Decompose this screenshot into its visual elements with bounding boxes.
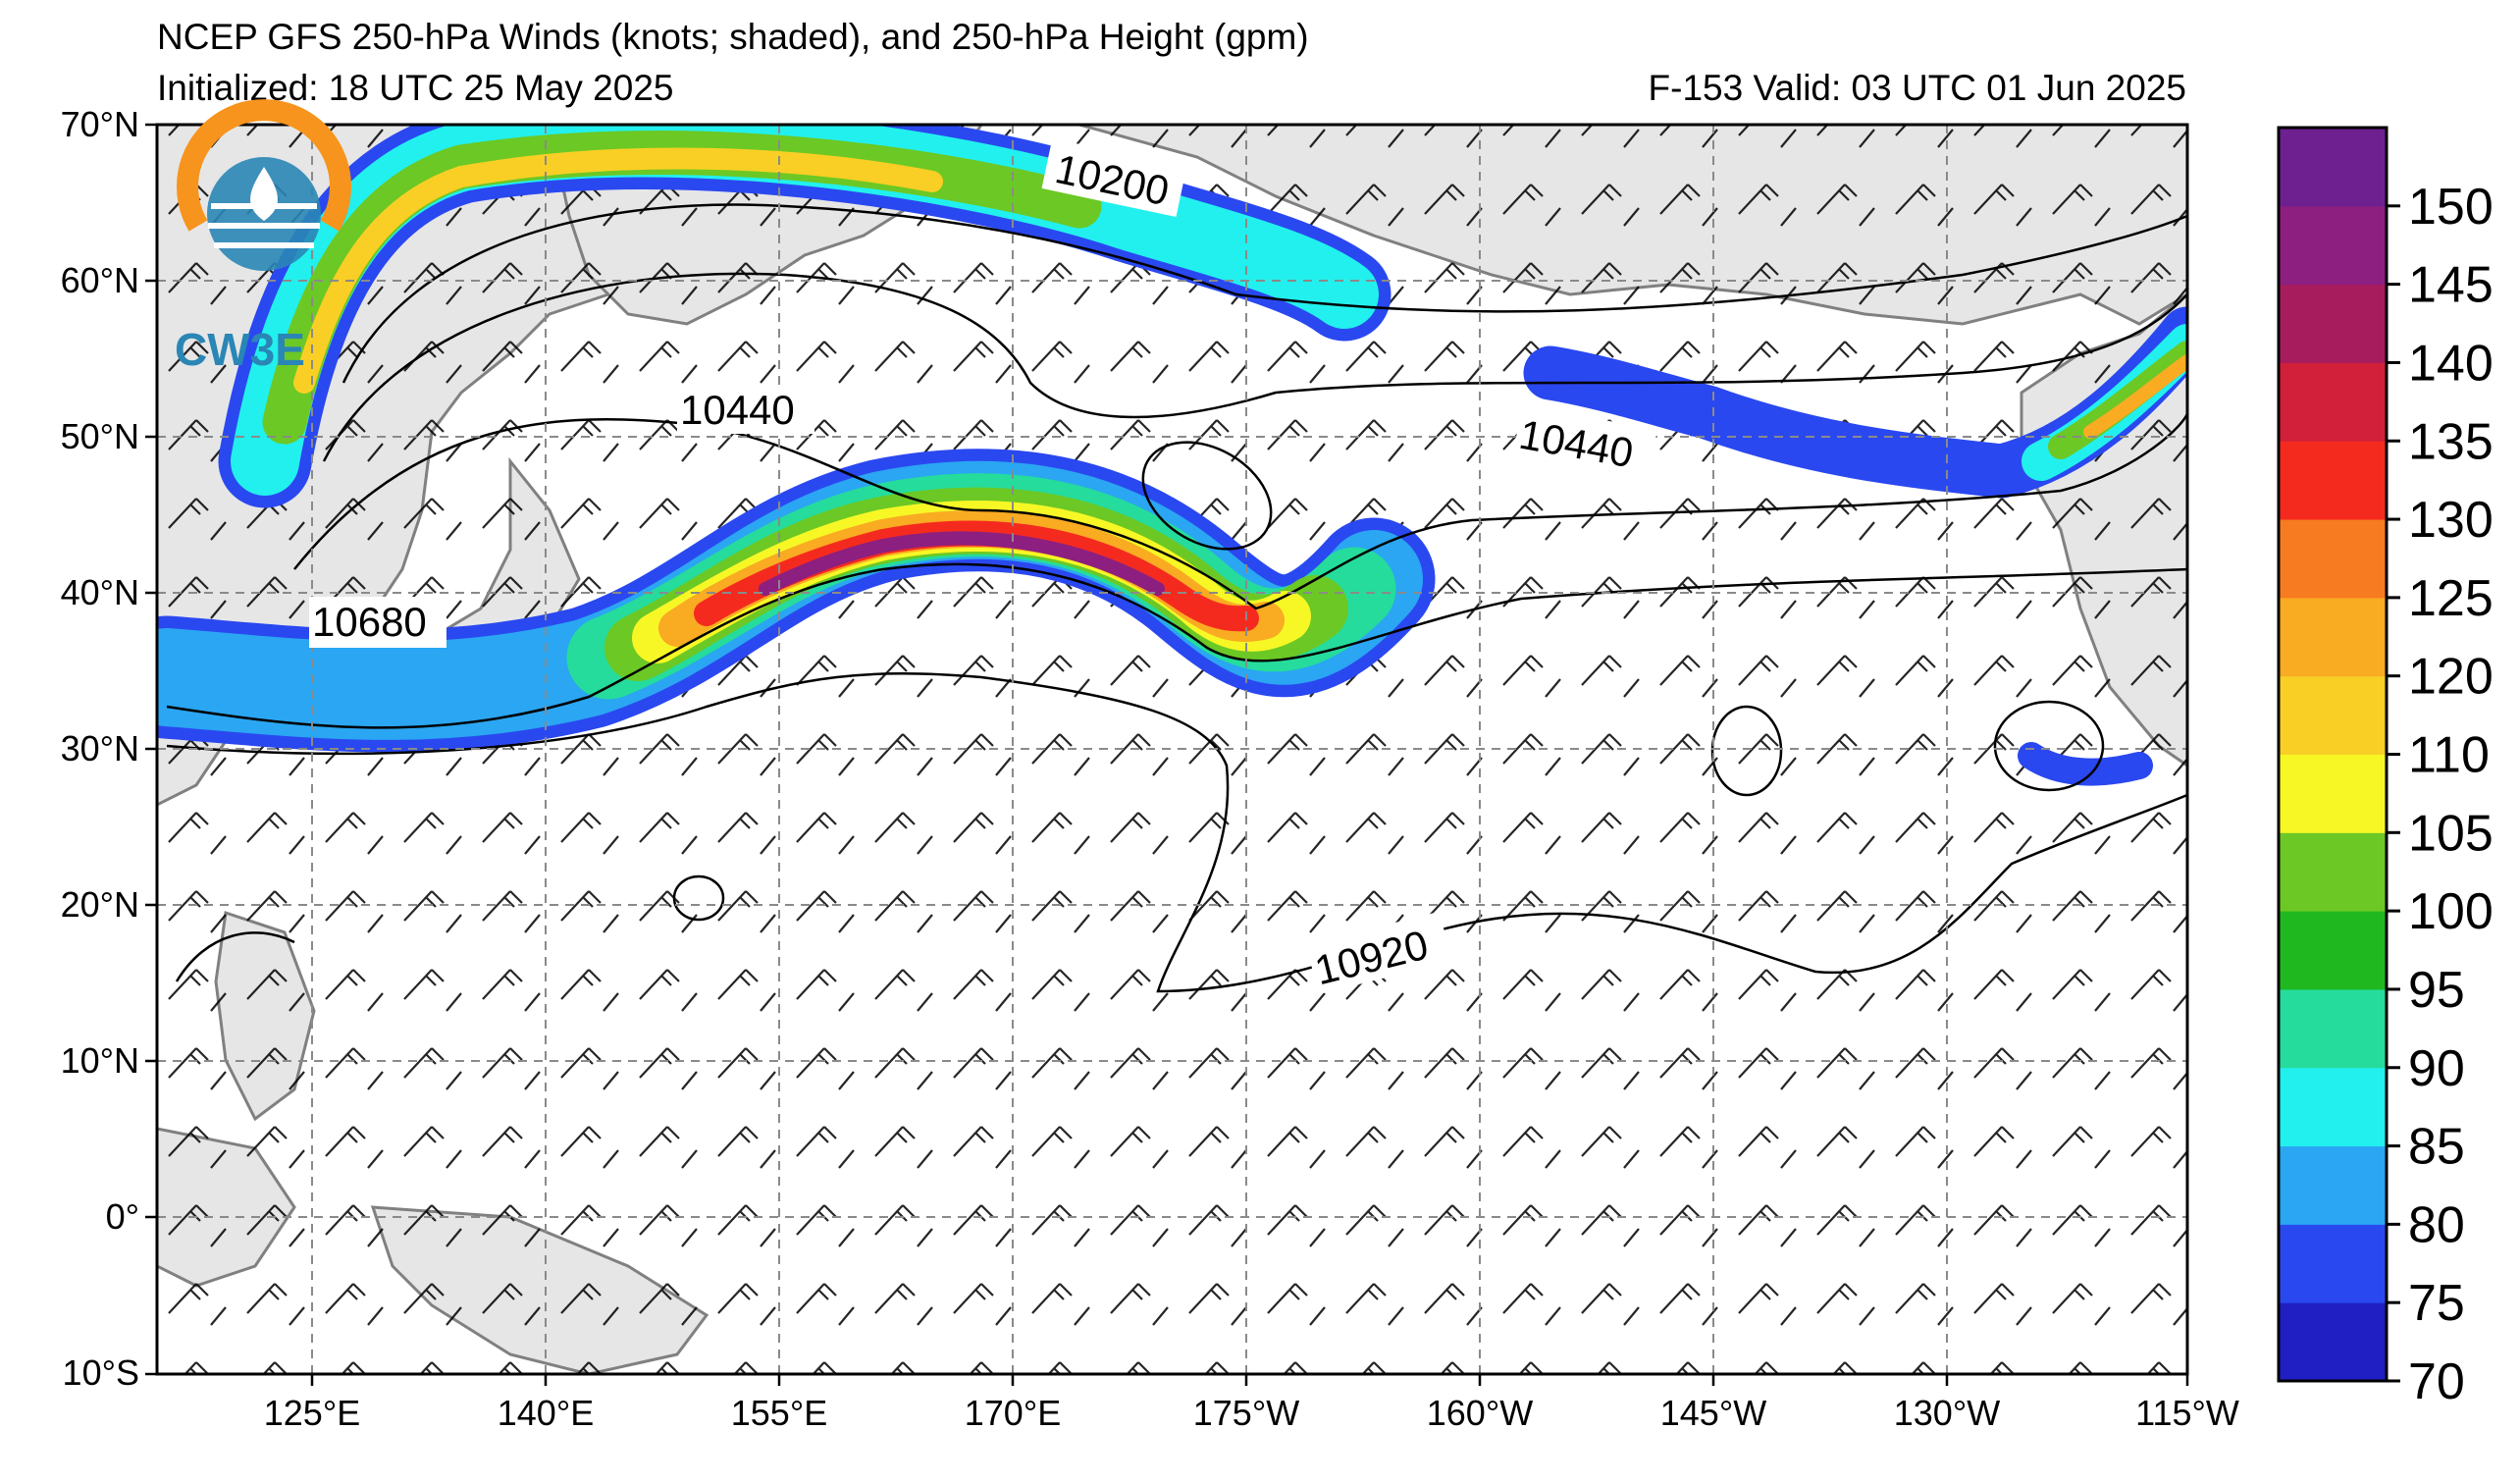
lon-label: 130°W [1894,1393,2000,1433]
colorbar-tick-label: 130 [2408,492,2494,549]
colorbar-swatch [2279,597,2387,677]
colorbar-swatch [2279,441,2387,520]
colorbar-tick-label: 85 [2408,1119,2465,1176]
colorbar-tick-label: 70 [2408,1353,2465,1410]
colorbar-swatch [2279,128,2387,207]
colorbar-swatch [2279,832,2387,912]
lon-label: 115°W [2135,1393,2239,1433]
lon-label: 170°E [965,1393,1061,1433]
colorbar-tick-label: 95 [2408,962,2465,1019]
colorbar-swatch [2279,754,2387,833]
colorbar-tick-label: 125 [2408,570,2494,627]
colorbar-swatch [2279,1145,2387,1225]
lon-label: 175°W [1193,1393,1299,1433]
lat-label: 70°N [61,104,139,144]
colorbar-swatch [2279,519,2387,599]
svg-text:CW3E: CW3E [175,324,305,375]
colorbar-tick-label: 105 [2408,805,2494,862]
colorbar-swatch [2279,1224,2387,1303]
lon-label: 145°W [1660,1393,1766,1433]
colorbar-tick-label: 135 [2408,413,2494,470]
colorbar-tick-label: 75 [2408,1275,2465,1332]
colorbar-tick-label: 140 [2408,335,2494,392]
colorbar-swatch [2279,1067,2387,1147]
colorbar-tick-label: 90 [2408,1040,2465,1097]
lat-label: 60°N [61,260,139,300]
height-contours [166,203,2187,993]
colorbar-tick-label: 145 [2408,257,2494,314]
colorbar-swatch [2279,284,2387,363]
lat-label: 20°N [61,884,139,925]
valid-time: F-153 Valid: 03 UTC 01 Jun 2025 [1648,68,2186,108]
map-title: NCEP GFS 250-hPa Winds (knots; shaded), … [157,17,1309,57]
lon-label: 155°E [731,1393,827,1433]
contour-label-10680: 10680 [309,597,446,648]
colorbar-tick-label: 110 [2408,727,2490,784]
jet-shading [157,125,2187,786]
colorbar-tick-label: 100 [2408,883,2494,940]
lat-label: 10°N [61,1040,139,1081]
svg-text:10440: 10440 [680,387,795,433]
lat-label: 0° [106,1196,139,1237]
contour-label-10440-west: 10440 [677,385,814,434]
colorbar-tick-label: 80 [2408,1196,2465,1253]
lat-label: 10°S [63,1352,139,1393]
latitude-labels: 70°N 60°N 50°N 40°N 30°N 20°N 10°N 0° 10… [61,104,157,1393]
colorbar-swatch [2279,362,2387,442]
initialized-time: Initialized: 18 UTC 25 May 2025 [157,68,674,108]
lon-label: 125°E [264,1393,360,1433]
lat-label: 30°N [61,728,139,768]
colorbar-swatch [2279,675,2387,755]
logo-drop-icon [250,167,278,221]
colorbar-swatch [2279,205,2387,286]
colorbar-swatch [2279,1302,2387,1382]
colorbar-swatch [2279,988,2387,1069]
lat-label: 50°N [61,416,139,456]
colorbar-tick-label: 150 [2408,179,2494,236]
lon-label: 160°W [1427,1393,1533,1433]
colorbar-tick-label: 120 [2408,649,2494,706]
lat-label: 40°N [61,572,139,612]
logo-arc-icon [177,99,351,232]
colorbar-swatch [2279,911,2387,990]
lon-label: 140°E [498,1393,594,1433]
longitude-labels: 125°E 140°E 155°E 170°E 175°W 160°W 145°… [264,1374,2239,1433]
svg-text:10680: 10680 [312,599,427,645]
colorbar: 150 145 140 135 130 125 120 110 105 100 95 90 85 80 75… [2277,126,2494,1410]
cw3e-logo: CW3E [175,99,351,375]
